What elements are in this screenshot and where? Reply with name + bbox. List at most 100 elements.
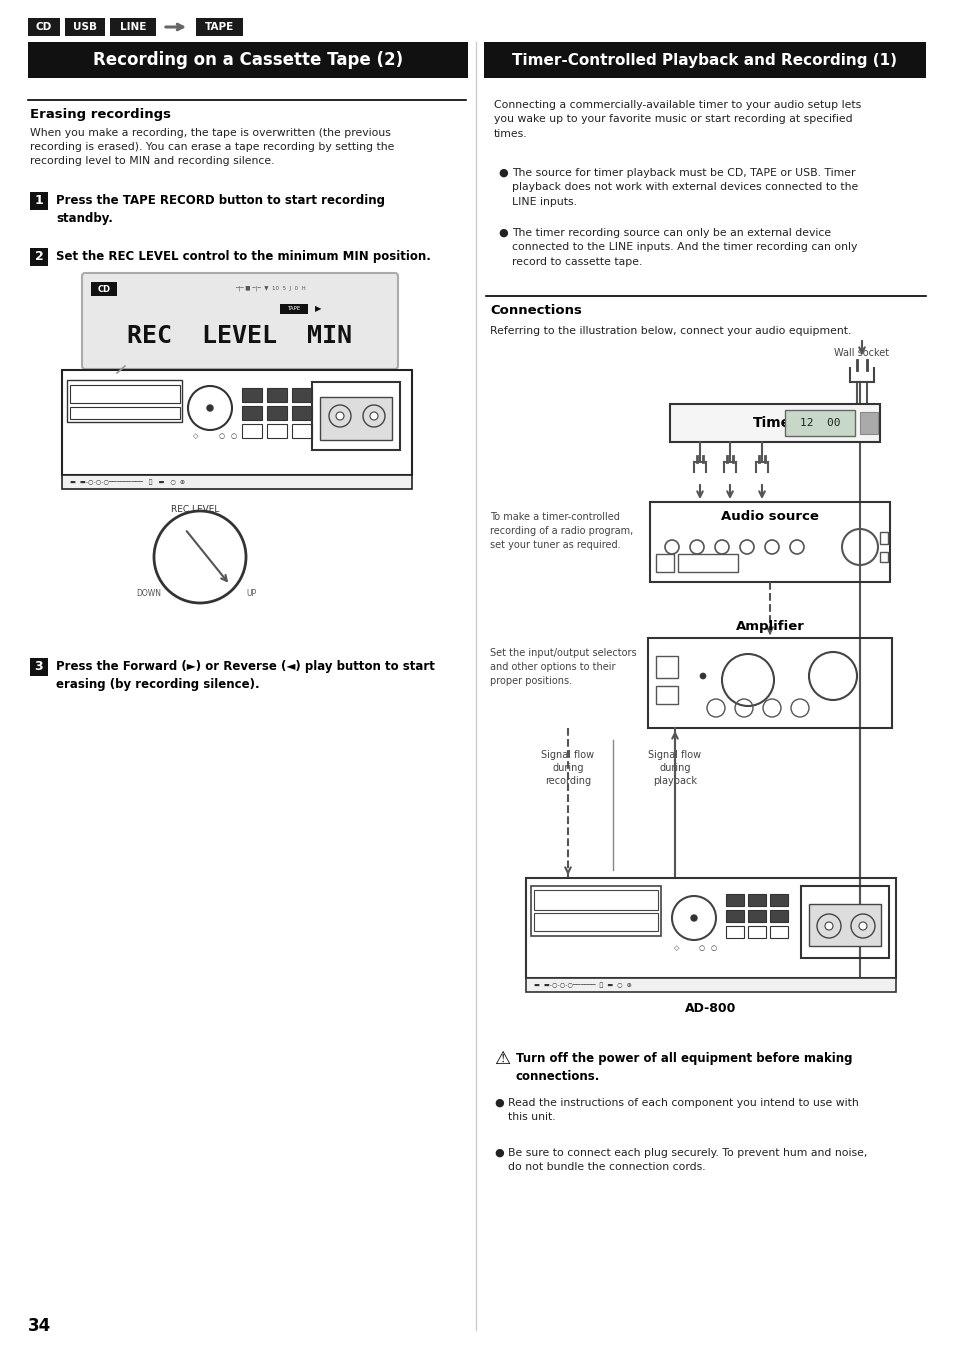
Bar [267, 387, 287, 402]
Text: Wall socket: Wall socket [834, 348, 888, 358]
Bar [725, 926, 743, 938]
Text: ─|─ ■ ─|─  ▼  10  5  J  0  H: ─|─ ■ ─|─ ▼ 10 5 J 0 H [234, 285, 305, 290]
Text: 1: 1 [34, 194, 43, 208]
Bar [30, 248, 48, 266]
FancyBboxPatch shape [82, 273, 397, 369]
Bar [292, 387, 312, 402]
Text: Referring to the illustration below, connect your audio equipment.: Referring to the illustration below, con… [490, 325, 850, 336]
Text: Set the input/output selectors
and other options to their
proper positions.: Set the input/output selectors and other… [490, 648, 636, 686]
Bar [649, 502, 889, 582]
Bar [292, 424, 312, 437]
Text: Press the TAPE RECORD button to start recording
standby.: Press the TAPE RECORD button to start re… [56, 194, 385, 225]
Text: REC  LEVEL  MIN: REC LEVEL MIN [128, 324, 352, 348]
Bar [879, 532, 887, 544]
Text: Timer: Timer [752, 416, 797, 431]
Bar [292, 406, 312, 420]
Bar [525, 977, 895, 992]
Bar [65, 18, 105, 36]
Bar [801, 886, 888, 958]
Bar [62, 370, 412, 475]
Bar [195, 18, 243, 36]
Bar [267, 406, 287, 420]
Text: ⚠: ⚠ [494, 1050, 510, 1068]
Bar [747, 910, 765, 922]
Text: 34: 34 [28, 1318, 51, 1335]
Bar [784, 410, 854, 436]
Text: When you make a recording, the tape is overwritten (the previous
recording is er: When you make a recording, the tape is o… [30, 128, 394, 166]
Bar [534, 890, 658, 910]
Text: Connecting a commercially-available timer to your audio setup lets
you wake up t: Connecting a commercially-available time… [494, 100, 861, 139]
Text: Amplifier: Amplifier [735, 620, 803, 633]
Circle shape [370, 412, 377, 420]
Text: Erasing recordings: Erasing recordings [30, 108, 171, 122]
Text: Recording on a Cassette Tape (2): Recording on a Cassette Tape (2) [92, 51, 402, 69]
Bar [70, 385, 180, 404]
Text: Be sure to connect each plug securely. To prevent hum and noise,
do not bundle t: Be sure to connect each plug securely. T… [507, 1148, 866, 1172]
Text: To make a timer-controlled
recording of a radio program,
set your tuner as requi: To make a timer-controlled recording of … [490, 512, 633, 549]
Text: ○: ○ [699, 945, 704, 950]
Text: 2: 2 [34, 251, 43, 263]
Text: 12  00: 12 00 [799, 418, 840, 428]
Circle shape [700, 674, 705, 679]
Bar [242, 387, 262, 402]
Text: CD: CD [36, 22, 52, 32]
Text: Signal flow
during
recording: Signal flow during recording [541, 751, 594, 787]
Bar [656, 686, 678, 703]
Bar [678, 554, 738, 572]
Text: ○: ○ [231, 433, 236, 439]
Text: ●: ● [497, 167, 507, 178]
Text: ○: ○ [218, 433, 225, 439]
Text: UP: UP [246, 589, 255, 598]
Text: ●: ● [497, 228, 507, 238]
Bar [859, 412, 877, 433]
Bar [669, 404, 879, 441]
Text: ○: ○ [710, 945, 717, 950]
Text: Press the Forward (►) or Reverse (◄) play button to start
erasing (by recording : Press the Forward (►) or Reverse (◄) pla… [56, 660, 435, 691]
Bar [656, 554, 673, 572]
Text: AD-800: AD-800 [684, 1002, 736, 1015]
Bar [67, 379, 182, 423]
Bar [747, 894, 765, 906]
Text: ▬  ▬-○-○-○──────  ⬥  ▬  ○  ⊕: ▬ ▬-○-○-○────── ⬥ ▬ ○ ⊕ [534, 983, 631, 988]
Text: Set the REC LEVEL control to the minimum MIN position.: Set the REC LEVEL control to the minimum… [56, 250, 431, 263]
Text: connections.: connections. [516, 1071, 599, 1083]
Text: ◇: ◇ [193, 433, 198, 439]
Circle shape [335, 412, 344, 420]
Bar [725, 894, 743, 906]
Bar [312, 382, 399, 450]
Bar [30, 657, 48, 676]
Text: TAPE: TAPE [287, 306, 300, 312]
Text: Signal flow
during
playback: Signal flow during playback [648, 751, 700, 787]
Bar [110, 18, 156, 36]
Bar [747, 926, 765, 938]
Text: ●: ● [494, 1148, 503, 1158]
Circle shape [824, 922, 832, 930]
Bar [725, 910, 743, 922]
Text: REC LEVEL: REC LEVEL [171, 505, 219, 514]
Bar [656, 656, 678, 678]
Text: ▬  ▬-○-○-○─────────   ⬥   ▬   ○  ⊕: ▬ ▬-○-○-○───────── ⬥ ▬ ○ ⊕ [70, 479, 185, 485]
Circle shape [858, 922, 866, 930]
Bar [30, 192, 48, 211]
Text: Audio source: Audio source [720, 509, 818, 522]
Bar [769, 894, 787, 906]
Bar [879, 552, 887, 562]
Bar [525, 878, 895, 977]
Text: Timer-Controlled Playback and Recording (1): Timer-Controlled Playback and Recording … [512, 53, 897, 68]
Text: ◇: ◇ [674, 945, 679, 950]
Text: Read the instructions of each component you intend to use with
this unit.: Read the instructions of each component … [507, 1098, 858, 1122]
Text: Connections: Connections [490, 304, 581, 317]
Bar [769, 926, 787, 938]
Bar [647, 639, 891, 728]
Bar [91, 282, 117, 296]
Bar [242, 424, 262, 437]
Bar [534, 913, 658, 931]
Bar [808, 904, 880, 946]
Text: USB: USB [73, 22, 97, 32]
Text: LINE: LINE [120, 22, 146, 32]
Text: ●: ● [494, 1098, 503, 1108]
Text: CD: CD [97, 285, 111, 293]
Text: The source for timer playback must be CD, TAPE or USB. Timer
playback does not w: The source for timer playback must be CD… [512, 167, 858, 207]
Text: 3: 3 [34, 660, 43, 674]
Text: DOWN: DOWN [136, 589, 161, 598]
